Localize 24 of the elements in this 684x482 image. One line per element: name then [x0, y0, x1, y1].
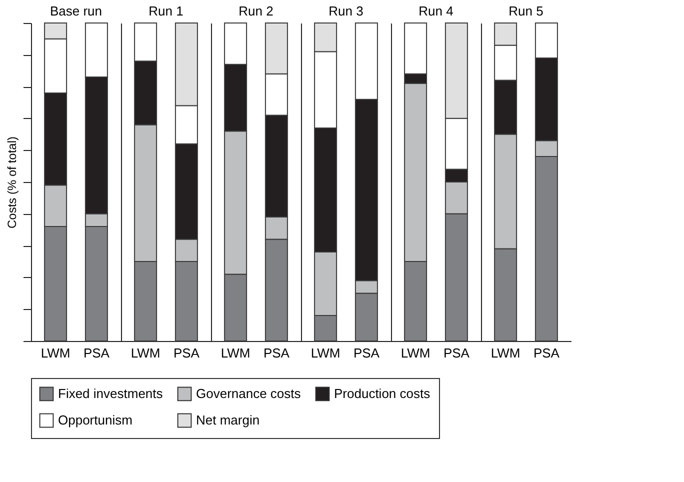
- legend-label: Net margin: [196, 412, 260, 428]
- x-tick-label: LWM: [220, 346, 250, 360]
- chart-title: Run 2: [238, 4, 274, 18]
- legend-label: Production costs: [334, 386, 431, 401]
- chart-title: Run 3: [328, 4, 364, 18]
- chart-title: Run 5: [508, 4, 544, 18]
- x-tick-label: LWM: [490, 346, 520, 360]
- chart-title: Base run: [50, 4, 102, 18]
- chart-title: Run 1: [148, 4, 184, 18]
- x-tick-label: LWM: [310, 346, 340, 360]
- legend-label: Opportunism: [58, 412, 132, 428]
- x-tick-label: PSA: [353, 346, 380, 360]
- x-tick-label: PSA: [443, 346, 470, 360]
- y-axis-title: Costs (% of total): [5, 136, 19, 229]
- legend-label: Governance costs: [196, 386, 302, 401]
- x-tick-label: PSA: [263, 346, 290, 360]
- chart-title: Run 4: [418, 4, 454, 18]
- x-tick-label: PSA: [533, 346, 560, 360]
- x-tick-label: LWM: [400, 346, 430, 360]
- x-tick-label: PSA: [173, 346, 200, 360]
- x-tick-label: LWM: [40, 346, 70, 360]
- legend-label: Fixed investments: [58, 386, 164, 401]
- x-tick-label: LWM: [130, 346, 160, 360]
- x-tick-label: PSA: [83, 346, 110, 360]
